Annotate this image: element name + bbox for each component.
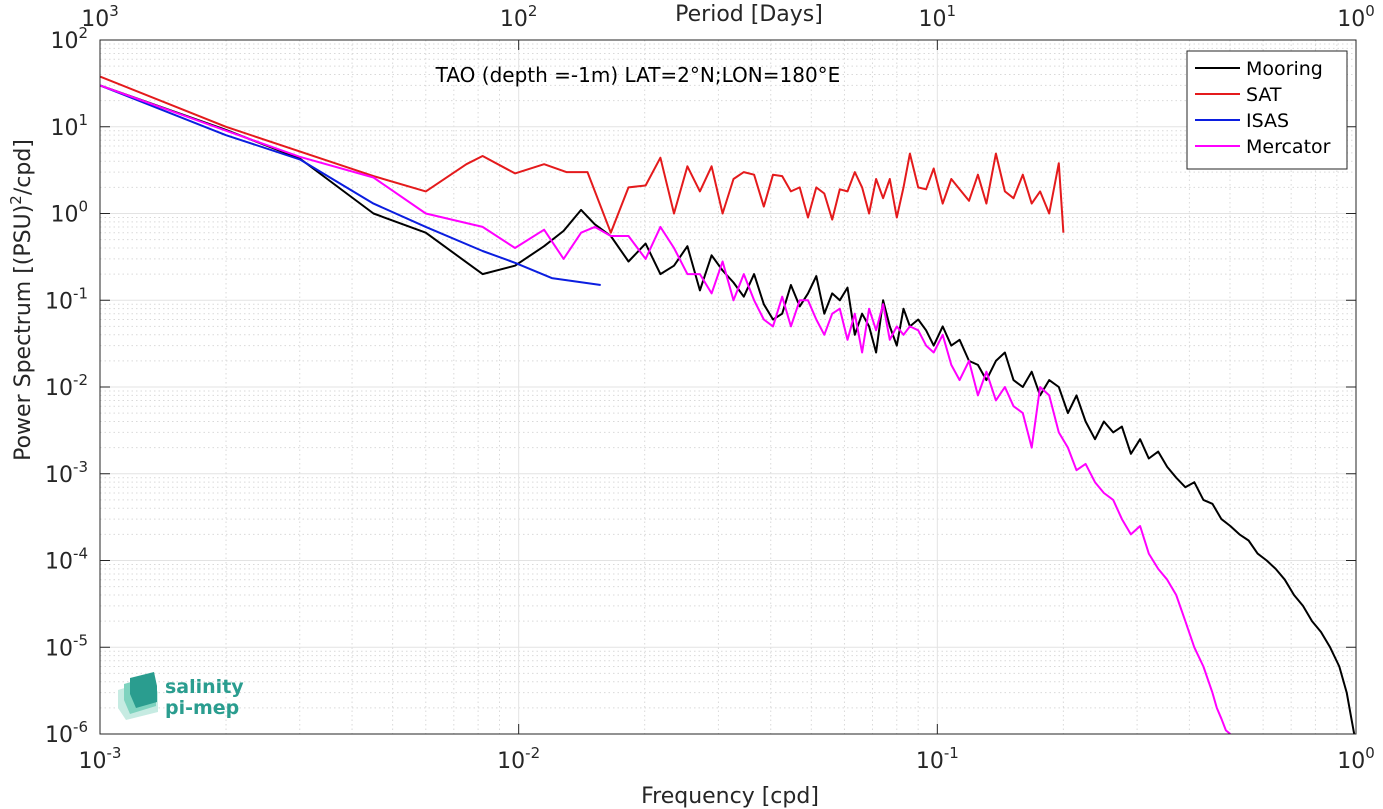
y-tick-label: 10-6 (45, 718, 88, 748)
y-tick-label: 102 (50, 24, 88, 54)
y-tick-label-exponent: 0 (78, 198, 88, 216)
x-tick-label-base: 10 (1337, 749, 1365, 774)
logo-text-line1: salinity (165, 676, 244, 698)
y-tick-label-exponent: -2 (73, 371, 88, 389)
y-axis-label-sup: 2 (7, 195, 25, 205)
x-tick-label-base: 10 (497, 749, 525, 774)
x-tick-label-base: 10 (916, 749, 944, 774)
y-tick-label-exponent: 2 (78, 24, 88, 42)
legend-label-mercator: Mercator (1246, 136, 1331, 158)
y-tick-label-exponent: -4 (73, 545, 88, 563)
y-tick-label: 10-3 (45, 458, 88, 488)
top-tick-label-base: 10 (919, 7, 947, 32)
x-axis-label: Frequency [cpd] (641, 784, 819, 809)
y-tick-label-base: 10 (50, 203, 78, 228)
series-lines (100, 75, 1356, 734)
x-tick-label-base: 10 (79, 749, 107, 774)
series-line-isas (100, 84, 601, 286)
y-axis-label: Power Spectrum [(PSU)2/cpd] (7, 139, 36, 461)
y-tick-label: 10-2 (45, 371, 88, 401)
y-tick-label-exponent: -3 (73, 458, 88, 476)
y-tick-label: 101 (50, 111, 88, 141)
y-tick-label: 10-1 (45, 284, 88, 314)
y-tick-label: 10-4 (45, 545, 88, 575)
y-tick-label-exponent: -5 (73, 631, 88, 649)
y-axis-label-main: Power Spectrum [(PSU) (11, 205, 36, 461)
y-tick-label-base: 10 (45, 289, 73, 314)
y-axis-label-tail: /cpd] (11, 139, 36, 195)
y-tick-label-base: 10 (45, 463, 73, 488)
x-tick-label: 10-2 (497, 744, 540, 774)
logo-mark-icon (118, 672, 158, 720)
x-tick-label-exponent: -2 (525, 744, 540, 762)
top-tick-label: 103 (81, 2, 119, 32)
top-tick-label-base: 10 (1337, 7, 1365, 32)
legend-label-isas: ISAS (1246, 110, 1289, 132)
y-tick-label: 10-5 (45, 631, 88, 661)
x-tick-label: 10-3 (79, 744, 122, 774)
tick-marks (99, 39, 1357, 735)
top-tick-label: 101 (919, 2, 957, 32)
y-tick-label: 100 (50, 198, 88, 228)
y-tick-label-exponent: -1 (73, 284, 88, 302)
logo-text-line2: pi-mep (165, 697, 239, 719)
top-tick-label-base: 10 (500, 7, 528, 32)
x-tick-label-exponent: 0 (1365, 744, 1375, 762)
top-axis-label: Period [Days] (675, 2, 823, 27)
legend-label-mooring: Mooring (1246, 58, 1323, 80)
series-line-mercator (100, 84, 1231, 734)
top-tick-label-exponent: 3 (109, 2, 119, 20)
salinity-pi-mep-logo: salinity pi-mep (118, 672, 244, 720)
chart-title: TAO (depth =-1m) LAT=2°N;LON=180°E (435, 63, 841, 87)
legend: Mooring SAT ISAS Mercator (1186, 50, 1348, 170)
top-tick-label-base: 10 (81, 7, 109, 32)
x-tick-label: 10-1 (916, 744, 959, 774)
legend-label-sat: SAT (1246, 84, 1282, 106)
series-line-sat (100, 75, 1065, 234)
series-line-mooring (100, 84, 1356, 734)
y-tick-label-base: 10 (45, 376, 73, 401)
top-tick-label: 100 (1337, 2, 1375, 32)
x-tick-label-exponent: -3 (107, 744, 122, 762)
y-tick-label-exponent: 1 (78, 111, 88, 129)
y-tick-label-base: 10 (45, 723, 73, 748)
x-tick-label: 100 (1337, 744, 1375, 774)
y-tick-label-base: 10 (50, 29, 78, 54)
top-tick-label-exponent: 2 (528, 2, 538, 20)
plot-area (99, 39, 1357, 735)
y-tick-label-base: 10 (45, 550, 73, 575)
y-tick-label-base: 10 (45, 636, 73, 661)
top-tick-label-exponent: 1 (947, 2, 957, 20)
legend-box (1186, 50, 1348, 170)
y-tick-label-exponent: -6 (73, 718, 88, 736)
top-tick-label-exponent: 0 (1365, 2, 1375, 20)
y-tick-label-base: 10 (50, 116, 78, 141)
top-tick-label: 102 (500, 2, 538, 32)
x-tick-label-exponent: -1 (944, 744, 959, 762)
